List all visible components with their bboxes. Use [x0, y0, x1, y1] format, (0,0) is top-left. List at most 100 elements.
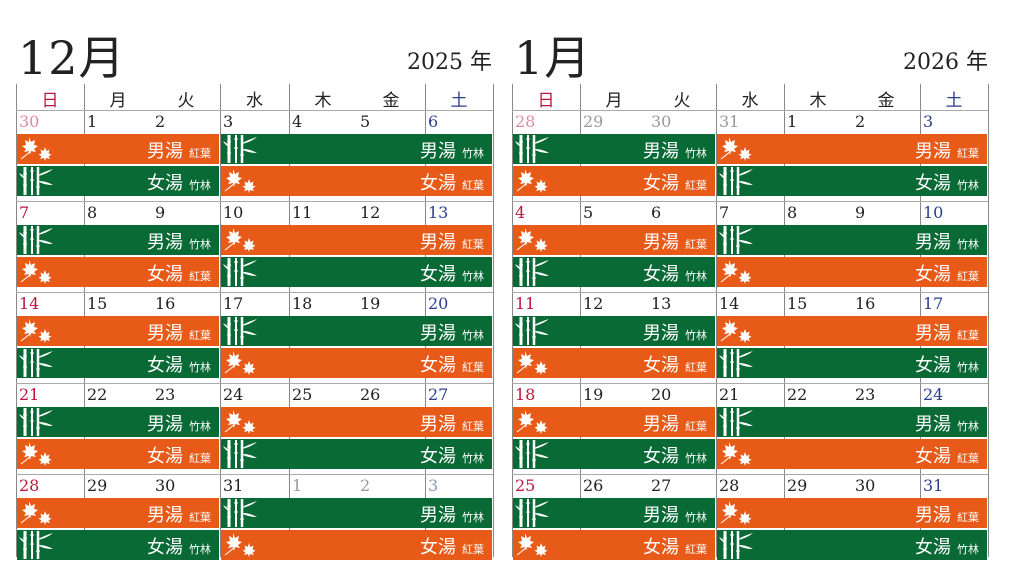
bath-theme-name: 竹林	[685, 511, 707, 524]
weekday-header: 月	[605, 91, 623, 111]
bath-name: 女湯	[643, 355, 679, 376]
week-divider	[512, 201, 988, 202]
day-number: 29	[87, 476, 108, 495]
mens-bath-bar: 男湯 竹林	[717, 225, 987, 255]
bath-theme-name: 竹林	[957, 420, 979, 433]
bamboo-icon	[719, 531, 755, 559]
bath-label: 女湯 紅葉	[420, 351, 484, 377]
womens-bath-bar: 女湯 紅葉	[221, 530, 492, 560]
day-number: 20	[428, 294, 449, 313]
bath-label: 男湯 竹林	[643, 137, 707, 163]
bath-name: 男湯	[147, 323, 183, 344]
bath-name: 女湯	[420, 264, 456, 285]
bamboo-icon	[19, 349, 53, 377]
womens-bath-bar: 女湯 紅葉	[513, 530, 715, 560]
maple-leaf-icon	[719, 135, 755, 163]
day-number: 23	[855, 385, 876, 404]
day-number: 6	[651, 203, 662, 222]
weekday-header: 日	[537, 91, 555, 111]
bath-name: 男湯	[147, 141, 183, 162]
bath-theme-name: 紅葉	[462, 361, 484, 374]
bath-theme-name: 紅葉	[189, 329, 211, 342]
maple-leaf-icon	[223, 167, 259, 195]
day-number: 19	[360, 294, 381, 313]
bamboo-icon	[19, 349, 55, 377]
bath-label: 男湯 紅葉	[915, 137, 979, 163]
bamboo-icon	[19, 408, 55, 436]
day-number: 30	[855, 476, 876, 495]
bath-theme-name: 紅葉	[189, 147, 211, 160]
day-number: 5	[583, 203, 594, 222]
day-number: 4	[515, 203, 526, 222]
maple-leaf-icon	[515, 349, 551, 377]
year-label: 2025 年	[407, 50, 492, 75]
day-number: 20	[651, 385, 672, 404]
bath-theme-name: 竹林	[462, 270, 484, 283]
bamboo-icon	[719, 167, 755, 195]
bamboo-icon	[515, 440, 549, 468]
mens-bath-bar: 男湯 紅葉	[717, 134, 987, 164]
day-number: 26	[583, 476, 604, 495]
bamboo-icon	[515, 258, 549, 286]
bath-label: 女湯 紅葉	[915, 442, 979, 468]
bath-name: 男湯	[147, 414, 183, 435]
week-divider	[16, 292, 493, 293]
bath-name: 女湯	[643, 537, 679, 558]
bamboo-icon	[719, 226, 753, 254]
bath-name: 男湯	[420, 323, 456, 344]
bath-name: 女湯	[915, 173, 951, 194]
maple-leaf-icon	[20, 501, 52, 525]
maple-leaf-icon	[720, 319, 752, 343]
day-number: 2	[155, 112, 166, 131]
bath-name: 男湯	[643, 505, 679, 526]
maple-leaf-icon	[19, 499, 55, 527]
bamboo-icon	[515, 499, 551, 527]
day-number: 14	[719, 294, 740, 313]
week-divider	[512, 292, 988, 293]
bath-theme-name: 紅葉	[685, 238, 707, 251]
day-number: 21	[719, 385, 740, 404]
day-number: 27	[428, 385, 449, 404]
maple-leaf-icon	[720, 260, 752, 284]
bath-name: 女湯	[643, 446, 679, 467]
year-label: 2026 年	[903, 50, 988, 75]
bamboo-icon	[515, 499, 549, 527]
day-number: 17	[223, 294, 244, 313]
bath-label: 男湯 紅葉	[147, 501, 211, 527]
womens-bath-bar: 女湯 竹林	[221, 439, 492, 469]
day-number: 28	[515, 112, 536, 131]
maple-leaf-icon	[20, 260, 52, 284]
weekday-header: 月	[109, 91, 127, 111]
bath-theme-name: 紅葉	[685, 420, 707, 433]
maple-leaf-icon	[223, 408, 259, 436]
bamboo-icon	[223, 258, 259, 286]
bath-name: 女湯	[147, 537, 183, 558]
weekday-header: 火	[673, 91, 691, 111]
bath-theme-name: 竹林	[957, 179, 979, 192]
bamboo-icon	[223, 135, 257, 163]
maple-leaf-icon	[719, 258, 755, 286]
maple-leaf-icon	[516, 351, 548, 375]
bath-name: 男湯	[420, 414, 456, 435]
bamboo-icon	[719, 408, 755, 436]
bath-name: 男湯	[915, 141, 951, 162]
day-number: 8	[87, 203, 98, 222]
bath-label: 男湯 竹林	[643, 501, 707, 527]
bath-theme-name: 紅葉	[685, 543, 707, 556]
day-number: 13	[428, 203, 449, 222]
maple-leaf-icon	[719, 499, 755, 527]
maple-leaf-icon	[19, 440, 55, 468]
day-number: 31	[223, 476, 244, 495]
maple-leaf-icon	[515, 408, 551, 436]
maple-leaf-icon	[224, 533, 256, 557]
day-number: 3	[428, 476, 439, 495]
maple-leaf-icon	[515, 531, 551, 559]
weekday-header: 土	[450, 91, 468, 111]
bath-theme-name: 竹林	[462, 147, 484, 160]
maple-leaf-icon	[20, 319, 52, 343]
bath-label: 男湯 竹林	[420, 137, 484, 163]
day-number: 19	[583, 385, 604, 404]
maple-leaf-icon	[719, 440, 755, 468]
bath-theme-name: 紅葉	[462, 179, 484, 192]
bath-theme-name: 紅葉	[957, 452, 979, 465]
